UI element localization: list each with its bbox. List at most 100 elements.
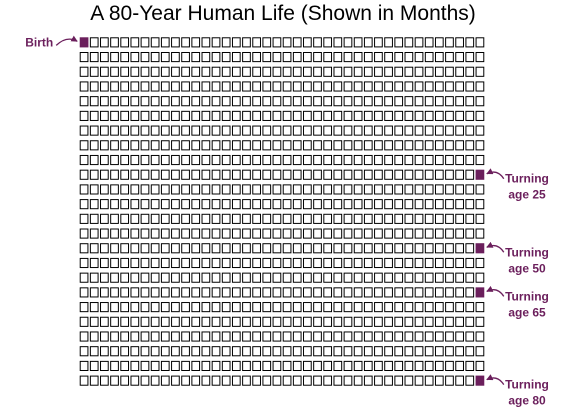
month-box — [262, 37, 272, 48]
month-box — [465, 360, 475, 372]
month-box — [303, 199, 312, 210]
month-box — [404, 184, 414, 195]
month-box — [89, 331, 99, 342]
month-box — [171, 257, 180, 269]
month-box — [323, 316, 333, 327]
month-box — [211, 287, 221, 298]
month-box — [384, 184, 393, 195]
month-box — [221, 346, 231, 357]
month-box — [343, 228, 353, 239]
month-box — [100, 243, 109, 254]
month-box — [323, 199, 333, 210]
month-box — [242, 125, 251, 136]
month-box — [384, 140, 393, 151]
month-box — [434, 81, 444, 92]
month-box — [424, 125, 434, 136]
month-box — [374, 66, 383, 77]
month-box — [394, 96, 404, 107]
month-box — [120, 154, 130, 166]
month-box — [272, 199, 282, 210]
month-box — [292, 287, 302, 298]
month-box — [221, 302, 231, 313]
month-box — [160, 81, 170, 92]
month-box — [323, 37, 333, 48]
month-box — [160, 243, 170, 254]
month-box — [181, 228, 190, 239]
month-box — [79, 287, 89, 298]
month-box — [120, 169, 130, 180]
month-box — [79, 66, 89, 77]
month-box — [445, 66, 454, 77]
month-box — [353, 228, 363, 239]
month-box — [272, 110, 282, 121]
month-box — [323, 257, 333, 269]
month-box — [374, 184, 383, 195]
month-box — [191, 52, 201, 63]
month-box — [181, 140, 190, 151]
month-box — [272, 52, 282, 63]
month-box — [211, 331, 221, 342]
month-box — [445, 243, 454, 254]
month-box — [130, 375, 140, 386]
month-box — [424, 331, 434, 342]
month-box — [110, 169, 119, 180]
month-box — [160, 272, 170, 283]
month-box — [120, 228, 130, 239]
month-box — [323, 154, 333, 166]
month-box — [414, 140, 424, 151]
month-box — [201, 213, 211, 224]
month-box — [221, 81, 231, 92]
month-box — [262, 154, 272, 166]
callout-label-birth: Birth — [25, 35, 53, 49]
month-box — [181, 272, 190, 283]
month-box — [150, 331, 160, 342]
month-box — [455, 228, 464, 239]
month-boxes-group — [79, 37, 485, 386]
month-box — [201, 346, 211, 357]
month-box — [303, 37, 312, 48]
month-box — [100, 302, 109, 313]
month-box — [262, 375, 272, 386]
month-box — [303, 110, 312, 121]
month-box — [160, 125, 170, 136]
month-box — [394, 228, 404, 239]
month-box — [282, 37, 292, 48]
month-box — [79, 96, 89, 107]
month-box — [120, 287, 130, 298]
month-box — [303, 331, 312, 342]
month-box — [434, 331, 444, 342]
month-box — [191, 272, 201, 283]
month-box — [455, 287, 464, 298]
month-box — [353, 66, 363, 77]
month-box — [191, 37, 201, 48]
month-box — [465, 316, 475, 327]
month-box — [282, 302, 292, 313]
month-box — [333, 331, 343, 342]
month-box — [89, 37, 99, 48]
month-box — [424, 199, 434, 210]
month-box — [282, 66, 292, 77]
month-box — [424, 228, 434, 239]
month-box — [455, 199, 464, 210]
month-box — [434, 140, 444, 151]
month-box — [374, 81, 383, 92]
month-box — [211, 272, 221, 283]
month-box — [445, 110, 454, 121]
month-box — [272, 154, 282, 166]
month-box — [171, 213, 180, 224]
month-box — [272, 331, 282, 342]
callout-arrow-age-65 — [486, 285, 505, 297]
month-box — [313, 96, 322, 107]
month-box — [252, 96, 261, 107]
month-box — [384, 302, 393, 313]
month-box — [323, 375, 333, 386]
month-box — [333, 184, 343, 195]
month-box — [130, 257, 140, 269]
month-box — [211, 110, 221, 121]
month-box — [120, 37, 130, 48]
month-box — [252, 81, 261, 92]
month-box — [363, 272, 373, 283]
month-box — [292, 375, 302, 386]
month-box — [292, 140, 302, 151]
month-box — [363, 228, 373, 239]
